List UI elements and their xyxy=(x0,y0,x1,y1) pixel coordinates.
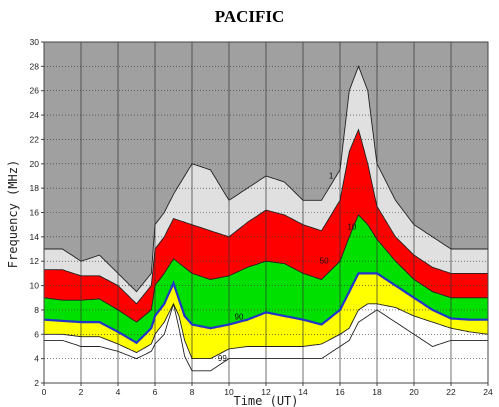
series-line xyxy=(44,65,488,293)
curve-labels: 1 10 50 90 99 xyxy=(218,171,357,363)
y-tick-label: 14 xyxy=(30,232,40,242)
y-tick-label: 22 xyxy=(30,134,40,144)
x-tick-label: 6 xyxy=(153,387,158,397)
chart-title: PACIFIC xyxy=(214,7,285,26)
curve-label: 10 xyxy=(347,223,356,232)
y-tick-label: 6 xyxy=(34,329,39,339)
y-tick-label: 12 xyxy=(30,256,40,266)
series-line xyxy=(44,302,489,360)
x-tick-label: 12 xyxy=(261,387,271,397)
axes: 0 2 4 6 8 10 12 14 16 18 20 22 242468101214161820222… xyxy=(30,37,493,397)
y-tick-label: 28 xyxy=(30,61,40,71)
curve-outlines xyxy=(43,65,489,372)
x-tick-label: 2 xyxy=(79,387,84,397)
y-tick-label: 2 xyxy=(34,378,39,388)
curve-label: 50 xyxy=(320,257,329,266)
x-tick-label: 18 xyxy=(372,387,382,397)
x-axis-title: Time (UT) xyxy=(233,394,298,407)
y-tick-label: 26 xyxy=(30,86,40,96)
x-tick-label: 24 xyxy=(483,387,493,397)
series-line xyxy=(44,128,488,305)
x-tick-label: 8 xyxy=(190,387,195,397)
y-tick-label: 4 xyxy=(34,354,39,364)
y-axis-title: Frequency (MHz) xyxy=(6,160,20,268)
y-tick-label: 20 xyxy=(30,159,40,169)
series-line xyxy=(43,214,488,323)
y-tick-label: 18 xyxy=(30,183,40,193)
series-line xyxy=(44,303,488,372)
x-tick-label: 10 xyxy=(224,387,234,397)
curve-label: 90 xyxy=(235,313,244,322)
y-tick-label: 24 xyxy=(30,110,40,120)
x-tick-label: 22 xyxy=(446,387,456,397)
x-tick-label: 4 xyxy=(116,387,121,397)
curve-label: 1 xyxy=(329,171,334,180)
x-tick-label: 0 xyxy=(42,387,47,397)
y-tick-label: 30 xyxy=(30,37,40,47)
series-line xyxy=(43,272,488,345)
curve-label: 99 xyxy=(218,354,227,363)
y-tick-label: 10 xyxy=(30,281,40,291)
x-tick-label: 14 xyxy=(298,387,308,397)
y-tick-label: 8 xyxy=(34,305,39,315)
y-tick-label: 16 xyxy=(30,208,40,218)
x-tick-label: 16 xyxy=(335,387,345,397)
x-tick-label: 20 xyxy=(409,387,419,397)
